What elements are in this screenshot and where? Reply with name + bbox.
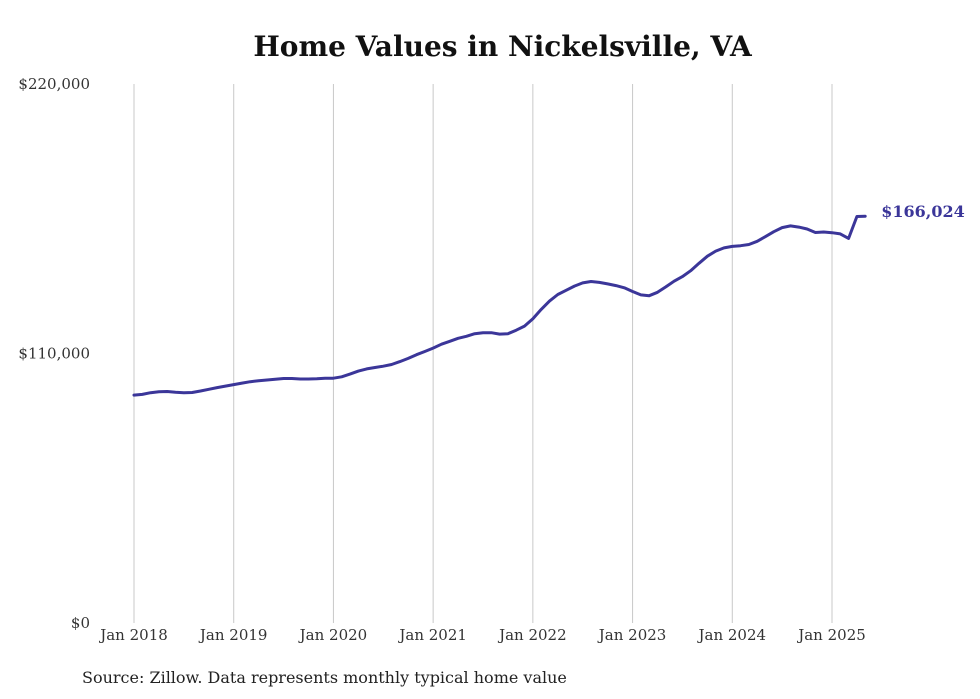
x-tick-label: Jan 2022 bbox=[497, 626, 567, 644]
end-value-label: $166,024 bbox=[881, 202, 965, 221]
x-tick-label: Jan 2023 bbox=[597, 626, 667, 644]
y-tick-label: $0 bbox=[71, 614, 90, 632]
x-tick-label: Jan 2020 bbox=[298, 626, 368, 644]
x-tick-label: Jan 2024 bbox=[697, 626, 767, 644]
source-note: Source: Zillow. Data represents monthly … bbox=[82, 668, 567, 687]
chart-title: Home Values in Nickelsville, VA bbox=[253, 30, 752, 63]
y-tick-label: $110,000 bbox=[18, 345, 90, 363]
x-tick-label: Jan 2025 bbox=[796, 626, 866, 644]
x-tick-label: Jan 2021 bbox=[397, 626, 467, 644]
series-line bbox=[132, 214, 867, 397]
x-tick-label: Jan 2018 bbox=[98, 626, 168, 644]
x-tick-label: Jan 2019 bbox=[198, 626, 268, 644]
y-tick-label: $220,000 bbox=[18, 75, 90, 93]
